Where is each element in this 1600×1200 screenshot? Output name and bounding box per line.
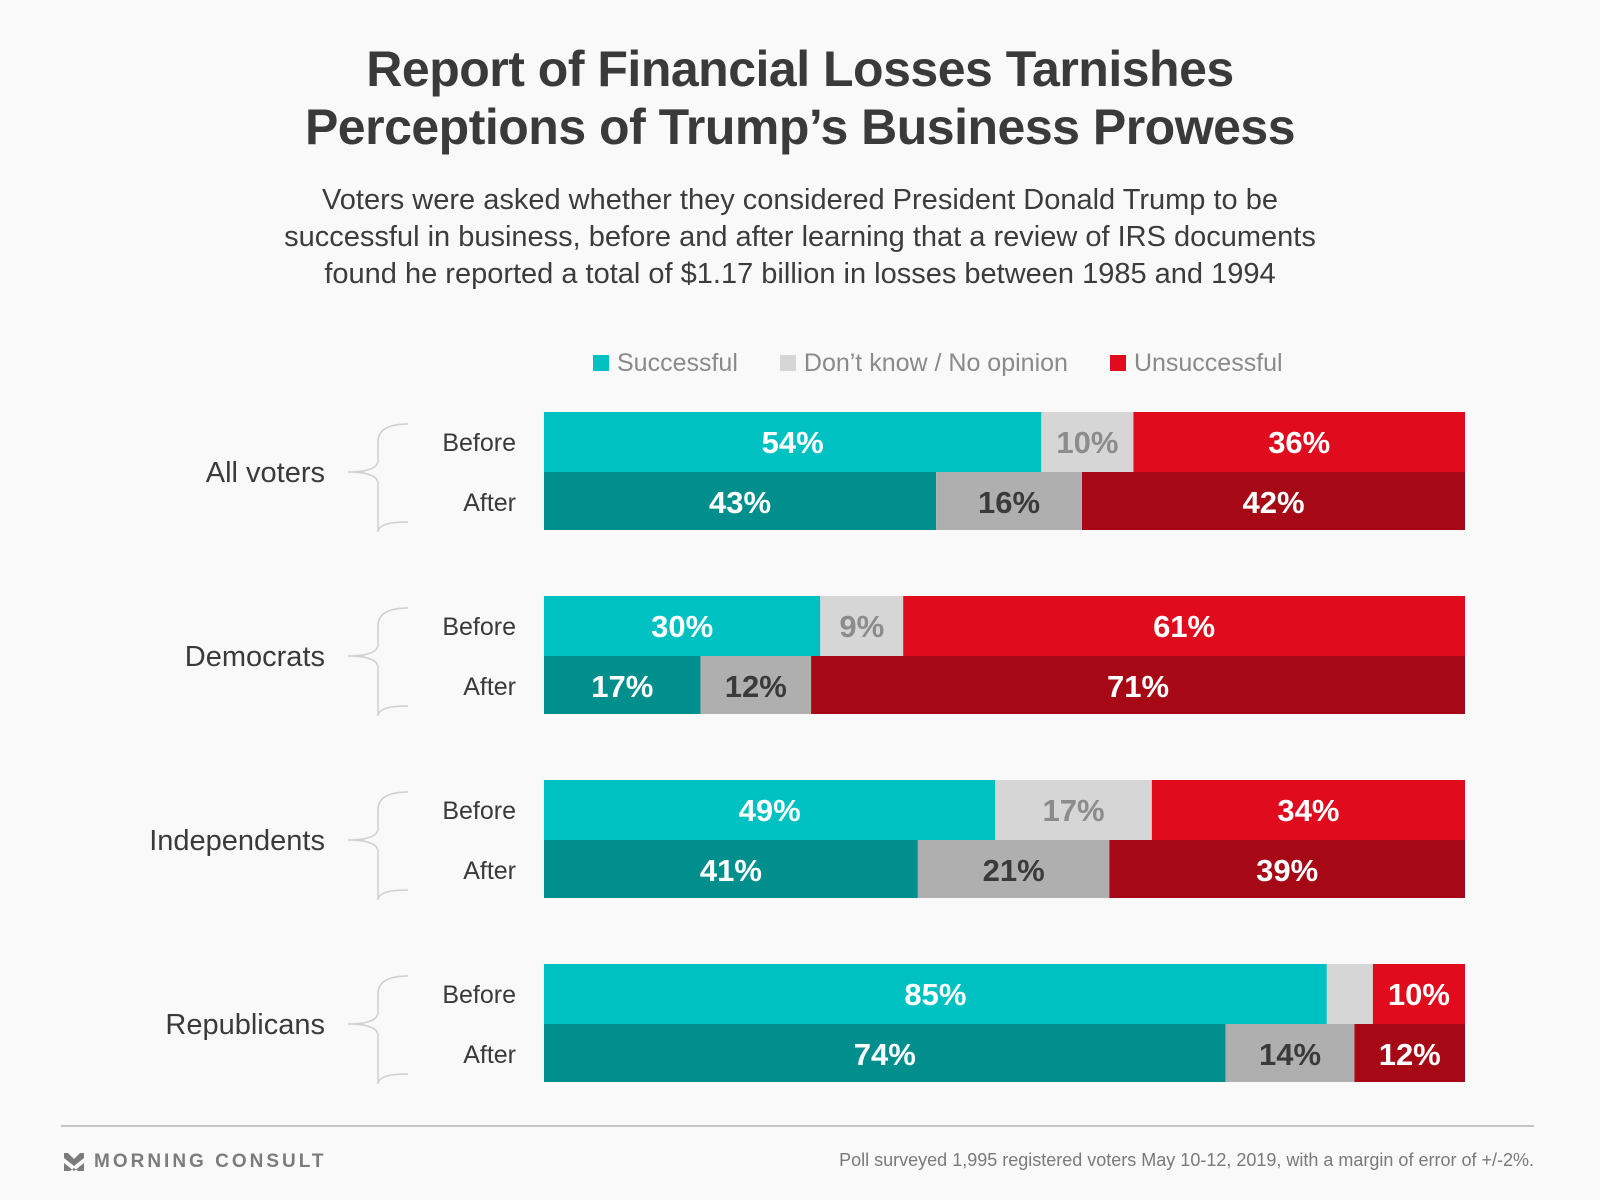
chart-subtitle: Voters were asked whether they considere… [0, 182, 1600, 293]
data-label-republicans-after-unsuccessful: 12% [1379, 1037, 1441, 1072]
data-label-democrats-before-dont-know: 9% [839, 609, 884, 644]
bar-segment-republicans-after-dont-know [1225, 1024, 1355, 1082]
bar-segment-republicans-after-unsuccessful [1354, 1024, 1465, 1082]
bar-segment-all-voters-after-successful [544, 472, 937, 530]
subtitle-line-1: Voters were asked whether they considere… [322, 184, 1278, 216]
row-label-democrats-after: After [463, 673, 516, 701]
subtitle-line-3: found he reported a total of $1.17 billi… [324, 258, 1276, 290]
data-label-republicans-after-successful: 74% [854, 1037, 916, 1072]
data-label-independents-before-dont-know: 17% [1043, 793, 1105, 828]
data-label-republicans-after-dont-know: 14% [1259, 1037, 1321, 1072]
row-label-republicans-after: After [463, 1041, 516, 1069]
data-label-all-voters-before-dont-know: 10% [1056, 425, 1118, 460]
data-label-independents-after-successful: 41% [700, 853, 762, 888]
data-label-all-voters-after-unsuccessful: 42% [1242, 485, 1304, 520]
group-brace-all-voters [347, 423, 409, 533]
bar-segment-republicans-before-unsuccessful [1372, 964, 1465, 1024]
legend-label-dont-know: Don’t know / No opinion [803, 348, 1068, 377]
data-label-independents-after-dont-know: 21% [983, 853, 1045, 888]
bar-segment-all-voters-after-dont-know [936, 472, 1083, 530]
bar-segment-all-voters-before-dont-know [1041, 412, 1134, 472]
chart-title-line-1: Report of Financial Losses Tarnishes [366, 41, 1234, 97]
row-label-independents-before: Before [442, 797, 516, 825]
data-label-democrats-before-unsuccessful: 61% [1153, 609, 1215, 644]
legend-item-unsuccessful: Unsuccessful [1109, 348, 1283, 378]
data-label-independents-before-unsuccessful: 34% [1277, 793, 1339, 828]
bar-segment-independents-after-unsuccessful [1109, 840, 1465, 898]
data-label-independents-after-unsuccessful: 39% [1256, 853, 1318, 888]
bar-segment-all-voters-after-unsuccessful [1082, 472, 1465, 530]
data-label-republicans-before-unsuccessful: 10% [1388, 977, 1450, 1012]
data-label-all-voters-after-successful: 43% [709, 485, 771, 520]
row-label-all-voters-before: Before [442, 429, 516, 457]
logo-text: MORNING CONSULT [94, 1151, 327, 1172]
bar-segment-independents-after-successful [544, 840, 918, 898]
bar-segment-all-voters-before-successful [544, 412, 1042, 472]
group-brace-republicans [347, 975, 409, 1085]
data-label-democrats-after-successful: 17% [591, 669, 653, 704]
bar-segment-democrats-before-successful [544, 596, 821, 656]
morning-consult-chevron-icon [64, 1153, 84, 1171]
group-label-independents: Independents [149, 825, 325, 857]
bar-segment-republicans-before-dont-know [1326, 964, 1373, 1024]
data-label-all-voters-before-successful: 54% [762, 425, 824, 460]
bar-segment-democrats-after-successful [544, 656, 701, 714]
source-note: Poll surveyed 1,995 registered voters Ma… [839, 1150, 1534, 1170]
group-label-republicans: Republicans [165, 1009, 325, 1041]
legend-swatch-successful [593, 355, 609, 371]
group-brace-independents [347, 791, 409, 901]
subtitle-line-2: successful in business, before and after… [284, 221, 1316, 253]
chart-title: Report of Financial Losses Tarnishes Per… [0, 40, 1600, 156]
legend-item-successful: Successful [593, 349, 738, 378]
data-label-all-voters-before-unsuccessful: 36% [1268, 425, 1330, 460]
bar-segment-democrats-after-dont-know [700, 656, 812, 714]
chart-title-line-2: Perceptions of Trump’s Business Prowess [304, 99, 1296, 155]
bar-segment-independents-before-dont-know [995, 780, 1152, 840]
bar-segment-republicans-after-successful [544, 1024, 1226, 1082]
chart-legend: Successful Don’t know / No opinion Unsuc… [593, 348, 1325, 378]
morning-consult-logo: MORNING CONSULT [64, 1151, 327, 1173]
data-label-democrats-before-successful: 30% [651, 609, 713, 644]
bar-segment-democrats-before-unsuccessful [903, 596, 1465, 656]
bar-segment-republicans-before-successful [544, 964, 1327, 1024]
row-label-republicans-before: Before [442, 981, 516, 1009]
bar-segment-independents-after-dont-know [917, 840, 1110, 898]
bar-segment-democrats-before-dont-know [820, 596, 904, 656]
group-label-democrats: Democrats [185, 641, 325, 673]
legend-swatch-unsuccessful [1109, 355, 1126, 371]
row-label-all-voters-after: After [463, 489, 516, 517]
legend-label-unsuccessful: Unsuccessful [1133, 348, 1283, 377]
data-label-republicans-before-successful: 85% [904, 977, 966, 1012]
bar-segment-all-voters-before-unsuccessful [1133, 412, 1465, 472]
bar-segment-independents-before-successful [544, 780, 996, 840]
row-label-independents-after: After [463, 857, 516, 885]
row-label-democrats-before: Before [442, 613, 516, 641]
bar-segment-democrats-after-unsuccessful [811, 656, 1465, 714]
data-label-democrats-after-dont-know: 12% [725, 669, 787, 704]
group-label-all-voters: All voters [206, 457, 325, 489]
bar-segment-independents-before-unsuccessful [1151, 780, 1465, 840]
data-label-independents-before-successful: 49% [739, 793, 801, 828]
legend-swatch-dont-know [779, 355, 796, 371]
group-brace-democrats [347, 607, 409, 717]
footer-divider [61, 1125, 1534, 1127]
legend-item-dont-know: Don’t know / No opinion [779, 348, 1068, 378]
legend-label-successful: Successful [617, 348, 738, 377]
data-label-all-voters-after-dont-know: 16% [978, 485, 1040, 520]
data-label-democrats-after-unsuccessful: 71% [1107, 669, 1169, 704]
